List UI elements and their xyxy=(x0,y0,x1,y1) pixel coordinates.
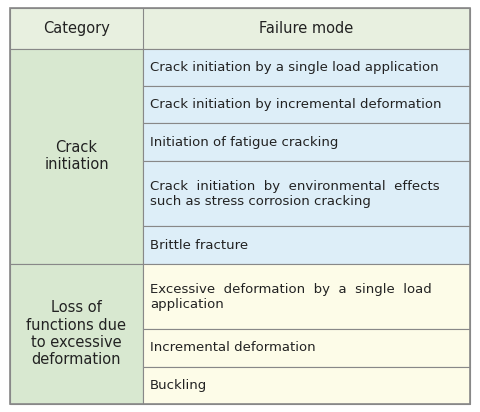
Text: Loss of
functions due
to excessive
deformation: Loss of functions due to excessive defor… xyxy=(26,300,127,368)
Bar xyxy=(143,264,470,329)
Bar xyxy=(143,86,470,124)
Bar xyxy=(10,264,143,404)
Text: Category: Category xyxy=(43,21,110,36)
Text: Brittle fracture: Brittle fracture xyxy=(150,239,248,252)
Bar xyxy=(143,161,470,226)
Bar xyxy=(143,124,470,161)
Bar xyxy=(143,329,470,367)
Bar xyxy=(10,49,143,264)
Text: Crack
initiation: Crack initiation xyxy=(44,140,109,172)
Bar xyxy=(143,367,470,404)
Bar xyxy=(10,8,470,49)
Text: Buckling: Buckling xyxy=(150,379,207,392)
Text: Initiation of fatigue cracking: Initiation of fatigue cracking xyxy=(150,136,338,149)
Text: Crack initiation by a single load application: Crack initiation by a single load applic… xyxy=(150,61,439,74)
Bar xyxy=(143,226,470,264)
Text: Incremental deformation: Incremental deformation xyxy=(150,342,316,354)
Bar xyxy=(143,49,470,86)
Text: Excessive  deformation  by  a  single  load
application: Excessive deformation by a single load a… xyxy=(150,283,432,311)
Text: Crack  initiation  by  environmental  effects
such as stress corrosion cracking: Crack initiation by environmental effect… xyxy=(150,180,440,208)
Text: Crack initiation by incremental deformation: Crack initiation by incremental deformat… xyxy=(150,98,442,111)
Text: Failure mode: Failure mode xyxy=(259,21,354,36)
